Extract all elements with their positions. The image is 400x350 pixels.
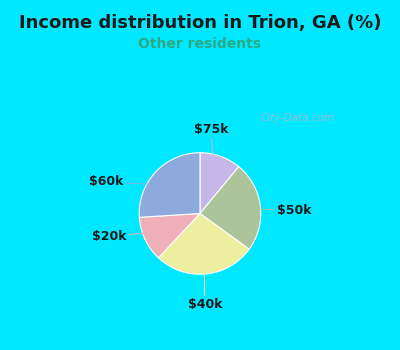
Wedge shape [139, 153, 200, 217]
Text: Other residents: Other residents [138, 37, 262, 51]
Wedge shape [200, 153, 239, 214]
Text: $75k: $75k [194, 123, 228, 175]
Text: $60k: $60k [88, 175, 170, 188]
Text: City-Data.com: City-Data.com [261, 113, 335, 123]
Text: $40k: $40k [188, 255, 222, 311]
Text: Income distribution in Trion, GA (%): Income distribution in Trion, GA (%) [19, 14, 381, 32]
Wedge shape [158, 214, 249, 274]
Text: $50k: $50k [241, 204, 312, 217]
Text: $20k: $20k [92, 230, 162, 243]
Wedge shape [139, 214, 200, 258]
Wedge shape [200, 167, 261, 249]
